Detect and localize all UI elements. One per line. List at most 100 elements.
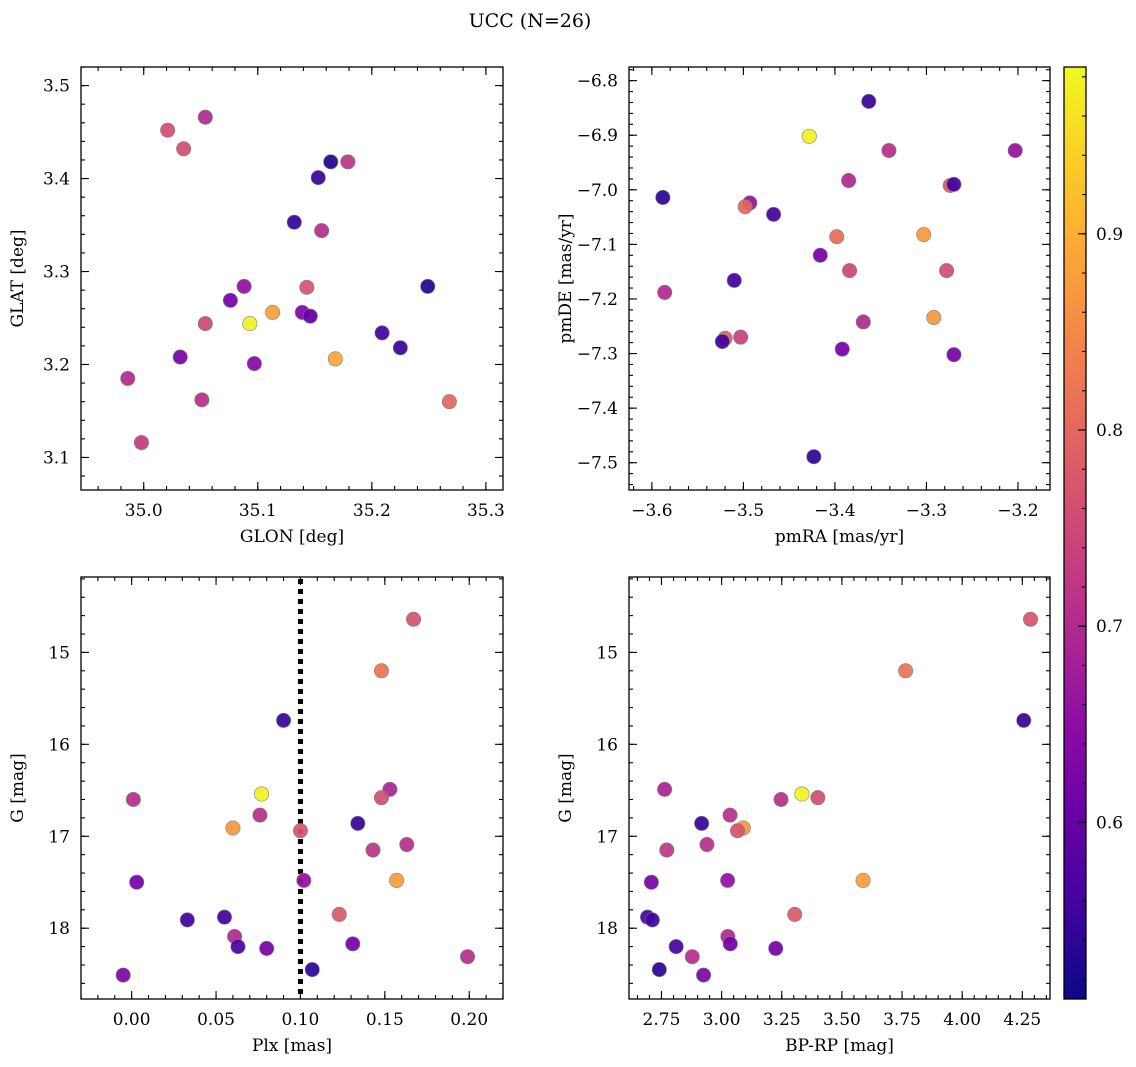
y-tick-label: 17 <box>596 827 618 847</box>
y-tick-label: 3.3 <box>43 263 70 283</box>
scatter-point <box>345 936 361 952</box>
scatter-point <box>441 394 457 410</box>
y-tick-label: −6.9 <box>577 126 618 146</box>
x-tick-label: 0.05 <box>197 1010 235 1030</box>
y-axis-label: GLAT [deg] <box>8 229 28 327</box>
colorbar-tick-label: 0.9 <box>1096 225 1123 245</box>
scatter-point <box>651 962 667 978</box>
scatter-point <box>389 872 405 888</box>
scatter-point <box>737 199 753 215</box>
scatter-point <box>230 939 246 955</box>
scatter-point <box>197 316 213 332</box>
scatter-point <box>265 304 281 320</box>
scatter-point <box>733 329 749 345</box>
scatter-point <box>176 141 192 157</box>
panel-bprp-g: 2.75 3.00 3.25 3.50 3.75 4.00 4.25 15 16 17 18 BP-R… <box>556 576 1051 1056</box>
colorbar-tick-label: 0.7 <box>1096 617 1123 637</box>
scatter-point <box>841 173 857 189</box>
scatter-point <box>115 967 131 983</box>
scatter-point <box>340 154 356 170</box>
x-tick-label: 0.10 <box>282 1010 320 1030</box>
scatter-point <box>939 263 955 279</box>
y-tick-label: 15 <box>48 643 70 663</box>
x-tick-label: 35.3 <box>467 501 505 521</box>
y-tick-label: 17 <box>48 827 70 847</box>
scatter-point <box>946 347 962 363</box>
y-tick-label: −7.3 <box>577 345 618 365</box>
x-tick-label: 4.25 <box>1003 1010 1041 1030</box>
scatter-point <box>179 912 195 928</box>
x-tick-label: 35.2 <box>353 501 391 521</box>
scatter-point <box>810 790 826 806</box>
y-tick-label: −7.1 <box>577 235 618 255</box>
scatter-point <box>302 308 318 324</box>
y-axis-label: pmDE [mas/yr] <box>556 213 576 343</box>
scatter-point <box>699 837 715 853</box>
y-tick-label: 16 <box>48 735 70 755</box>
x-tick-label: −3.3 <box>906 501 947 521</box>
scatter-point <box>829 229 845 245</box>
scatter-point <box>292 823 308 839</box>
scatter-point <box>133 435 149 451</box>
scatter-point <box>242 316 258 332</box>
x-tick-label: 35.0 <box>125 501 163 521</box>
scatter-point <box>420 278 436 294</box>
scatter-point <box>254 786 270 802</box>
y-tick-label: 3.2 <box>43 355 70 375</box>
y-tick-label: −7.2 <box>577 290 618 310</box>
axes-frame <box>628 66 1051 491</box>
scatter-point <box>120 370 136 386</box>
scatter-point <box>129 874 145 890</box>
panel-glon-glat: 35.0 35.1 35.2 35.3 3.1 3.2 3.3 3.4 3.5 GLON [deg… <box>8 66 505 547</box>
x-axis-label: GLON [deg] <box>240 527 344 547</box>
scatter-point <box>643 874 659 890</box>
ticks <box>629 67 1050 490</box>
scatter-point <box>768 940 784 956</box>
x-tick-label: −3.4 <box>814 501 855 521</box>
scatter-point <box>222 292 238 308</box>
scatter-point <box>855 314 871 330</box>
y-axis-label: G [mag] <box>8 753 28 822</box>
scatter-point <box>834 341 850 357</box>
scatter-point <box>726 272 742 288</box>
scatter-point <box>722 936 738 952</box>
scatter-point <box>684 949 700 965</box>
scatter-point <box>125 791 141 807</box>
x-tick-label: 4.00 <box>943 1010 981 1030</box>
colorbar-tick-label: 0.6 <box>1096 813 1123 833</box>
scatter-point <box>644 912 660 928</box>
scatter-point <box>236 278 252 294</box>
scatter-point <box>787 906 803 922</box>
y-tick-label: −6.8 <box>577 72 618 92</box>
scatter-point <box>657 781 673 797</box>
scatter-point <box>1007 143 1023 159</box>
scatter-point <box>160 122 176 138</box>
scatter-point <box>657 284 673 300</box>
scatter-point <box>842 263 858 279</box>
scatter-point <box>310 170 326 186</box>
x-axis-label: Plx [mas] <box>252 1036 332 1056</box>
scatter-point <box>194 392 210 408</box>
scatter-point <box>374 325 390 341</box>
scatter-point <box>898 663 914 679</box>
scatter-point <box>806 449 822 465</box>
x-tick-label: −3.6 <box>631 501 672 521</box>
scatter-point <box>350 815 366 831</box>
y-tick-label: −7.4 <box>577 399 618 419</box>
colorbar-gradient <box>1064 67 1086 999</box>
x-axis-label: pmRA [mas/yr] <box>775 527 904 547</box>
scatter-point <box>1016 712 1032 728</box>
scatter-point <box>773 791 789 807</box>
y-tick-label: 3.1 <box>43 448 70 468</box>
scatter-point <box>392 340 408 356</box>
scatter-point <box>916 227 932 243</box>
x-tick-label: 0.15 <box>366 1010 404 1030</box>
scatter-point <box>286 214 302 230</box>
y-tick-label: 18 <box>48 919 70 939</box>
x-tick-label: 2.75 <box>643 1010 681 1030</box>
y-axis-label: G [mag] <box>556 753 576 822</box>
panel-plx-g: 0.00 0.05 0.10 0.15 0.20 15 16 17 18 Plx [mas] G [… <box>8 576 504 1056</box>
ticks <box>81 66 503 490</box>
scatter-point <box>861 93 877 109</box>
scatter-point <box>655 189 671 205</box>
